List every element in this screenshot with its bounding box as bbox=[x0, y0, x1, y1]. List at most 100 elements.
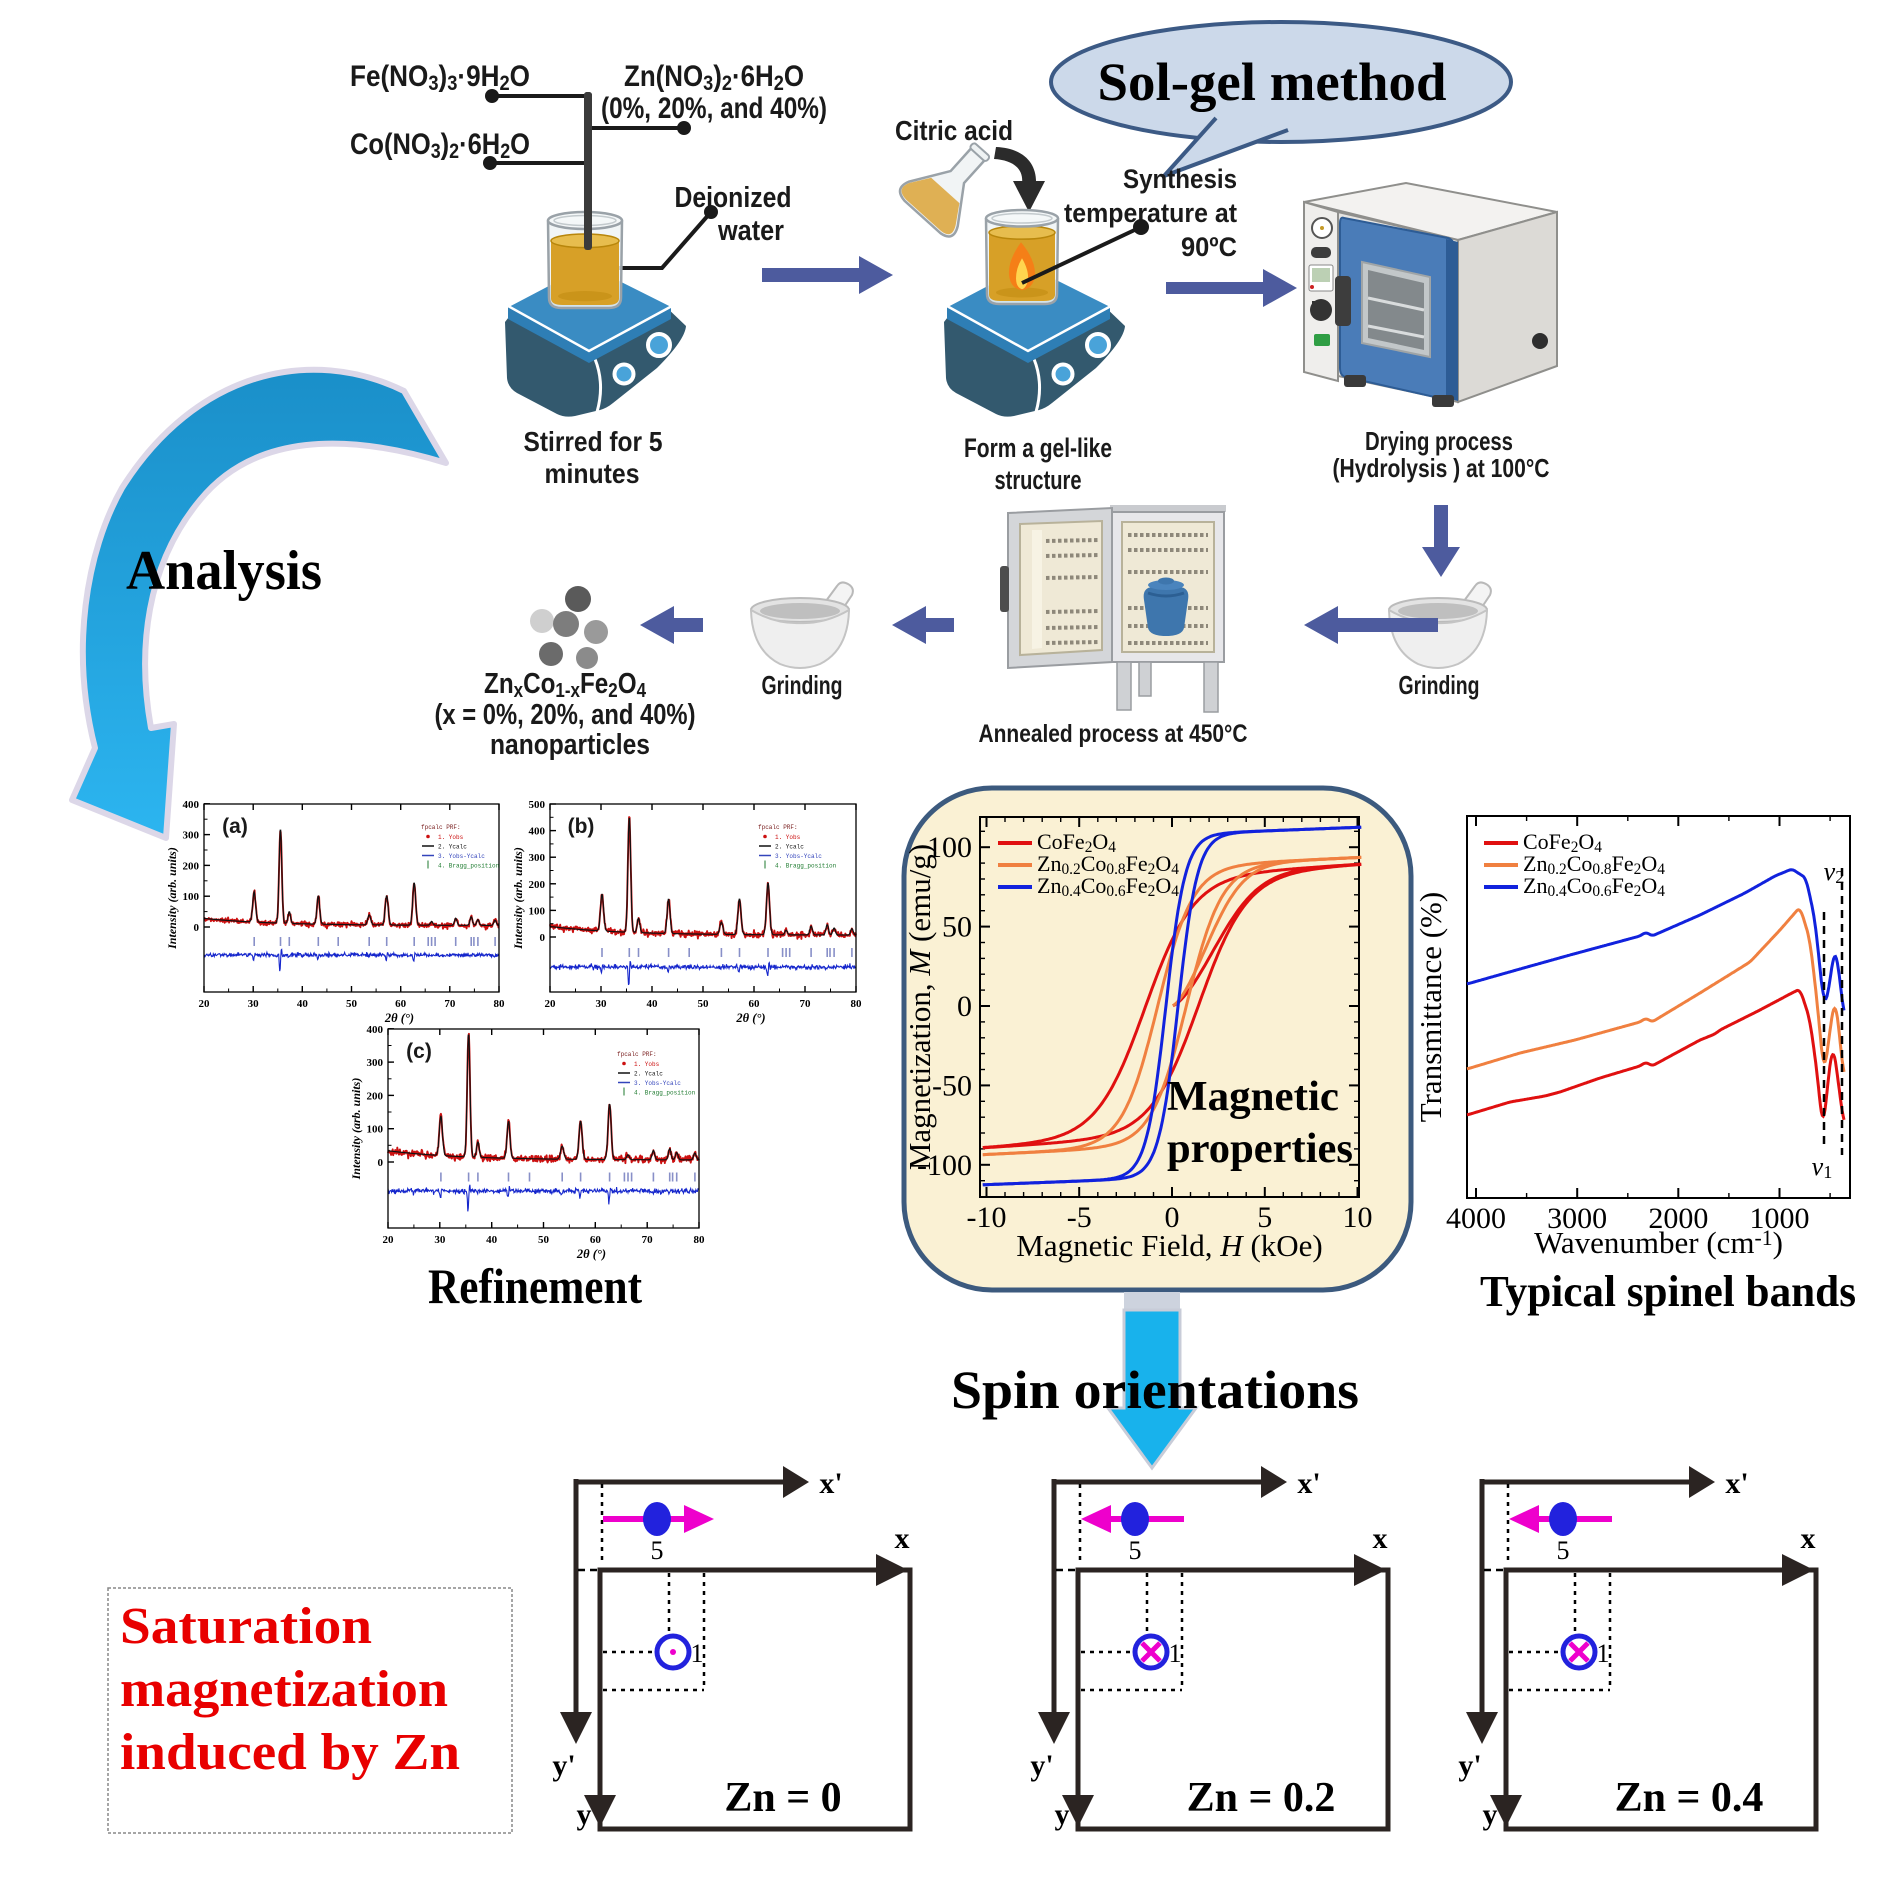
svg-text:60: 60 bbox=[395, 998, 407, 1010]
svg-text:0: 0 bbox=[378, 1157, 384, 1169]
svg-text:Annealed process at 450°C: Annealed process at 450°C bbox=[979, 720, 1248, 748]
svg-text:20: 20 bbox=[545, 998, 557, 1010]
svg-text:2. Ycalc: 2. Ycalc bbox=[438, 844, 467, 851]
svg-text:Intensity (arb. units): Intensity (arb. units) bbox=[511, 847, 525, 950]
svg-text:1: 1 bbox=[691, 1639, 704, 1668]
svg-text:2θ (°): 2θ (°) bbox=[735, 1011, 765, 1025]
svg-text:Co(NO3)2·6H2O: Co(NO3)2·6H2O bbox=[350, 128, 530, 163]
svg-text:Zn0.4Co0.6Fe2O4: Zn0.4Co0.6Fe2O4 bbox=[1037, 873, 1179, 900]
svg-text:1. Yobs: 1. Yobs bbox=[775, 834, 801, 841]
svg-text:Saturation: Saturation bbox=[120, 1598, 372, 1655]
svg-text:(a): (a) bbox=[222, 815, 248, 838]
svg-text:magnetization: magnetization bbox=[120, 1661, 448, 1718]
svg-text:induced by Zn: induced by Zn bbox=[120, 1724, 460, 1781]
svg-text:y: y bbox=[577, 1798, 592, 1831]
svg-text:0: 0 bbox=[957, 990, 972, 1023]
svg-text:500: 500 bbox=[529, 799, 546, 811]
svg-text:(b): (b) bbox=[568, 815, 595, 838]
svg-text:temperature at: temperature at bbox=[1064, 198, 1237, 228]
svg-text:1: 1 bbox=[1169, 1639, 1182, 1668]
svg-text:40: 40 bbox=[297, 998, 309, 1010]
svg-text:Deionized: Deionized bbox=[675, 182, 792, 214]
svg-text:Citric acid: Citric acid bbox=[895, 115, 1013, 146]
svg-text:2θ (°): 2θ (°) bbox=[576, 1247, 606, 1261]
svg-text:200: 200 bbox=[529, 879, 546, 891]
svg-text:10: 10 bbox=[1343, 1201, 1373, 1234]
svg-text:properties: properties bbox=[1167, 1126, 1353, 1172]
svg-text:y: y bbox=[1055, 1798, 1070, 1831]
svg-text:Sol-gel method: Sol-gel method bbox=[1098, 52, 1447, 112]
svg-text:nanoparticles: nanoparticles bbox=[490, 729, 650, 761]
svg-text:fpcalc PRF:: fpcalc PRF: bbox=[617, 1051, 657, 1058]
svg-text:Zn = 0.2: Zn = 0.2 bbox=[1187, 1775, 1336, 1821]
svg-text:x: x bbox=[895, 1522, 910, 1555]
svg-text:4. Bragg_position: 4. Bragg_position bbox=[634, 1090, 696, 1097]
svg-text:y: y bbox=[1483, 1798, 1498, 1831]
svg-text:Wavenumber (cm-1): Wavenumber (cm-1) bbox=[1534, 1225, 1783, 1260]
svg-text:2. Ycalc: 2. Ycalc bbox=[775, 844, 804, 851]
svg-text:Zn0.4Co0.6Fe2O4: Zn0.4Co0.6Fe2O4 bbox=[1523, 873, 1665, 900]
svg-text:v2: v2 bbox=[1824, 857, 1845, 887]
svg-text:y': y' bbox=[552, 1749, 575, 1782]
svg-text:300: 300 bbox=[183, 830, 200, 842]
svg-text:Magnetic Field, H (kOe): Magnetic Field, H (kOe) bbox=[1016, 1228, 1322, 1263]
svg-text:Spin orientations: Spin orientations bbox=[951, 1360, 1359, 1420]
svg-text:100: 100 bbox=[367, 1124, 384, 1136]
svg-text:5: 5 bbox=[1557, 1536, 1570, 1565]
svg-text:Transmittance (%): Transmittance (%) bbox=[1413, 892, 1448, 1122]
svg-text:x: x bbox=[1801, 1522, 1816, 1555]
svg-text:50: 50 bbox=[346, 998, 358, 1010]
svg-text:20: 20 bbox=[199, 998, 211, 1010]
svg-text:Form a gel-like: Form a gel-like bbox=[964, 433, 1112, 463]
svg-text:Drying process: Drying process bbox=[1365, 426, 1513, 456]
svg-text:5: 5 bbox=[1129, 1536, 1142, 1565]
svg-text:Intensity (arb. units): Intensity (arb. units) bbox=[165, 847, 179, 950]
svg-text:1. Yobs: 1. Yobs bbox=[634, 1061, 660, 1068]
svg-text:-100: -100 bbox=[917, 1149, 972, 1182]
svg-text:30: 30 bbox=[596, 998, 608, 1010]
svg-text:90ºC: 90ºC bbox=[1181, 232, 1237, 262]
svg-text:400: 400 bbox=[367, 1024, 384, 1036]
svg-text:0: 0 bbox=[1165, 1201, 1180, 1234]
svg-text:-5: -5 bbox=[1067, 1201, 1092, 1234]
svg-text:3. Yobs-Ycalc: 3. Yobs-Ycalc bbox=[634, 1080, 681, 1087]
svg-text:40: 40 bbox=[647, 998, 659, 1010]
svg-text:-50: -50 bbox=[932, 1069, 972, 1102]
svg-text:30: 30 bbox=[248, 998, 260, 1010]
svg-text:Synthesis: Synthesis bbox=[1123, 164, 1237, 194]
svg-text:x': x' bbox=[1297, 1467, 1320, 1500]
svg-text:water: water bbox=[717, 215, 784, 247]
svg-text:100: 100 bbox=[529, 905, 546, 917]
svg-text:50: 50 bbox=[942, 911, 972, 944]
svg-text:50: 50 bbox=[698, 998, 710, 1010]
svg-text:Typical spinel bands: Typical spinel bands bbox=[1480, 1267, 1856, 1316]
svg-text:v1: v1 bbox=[1812, 1152, 1833, 1182]
svg-text:Analysis: Analysis bbox=[126, 540, 322, 602]
svg-text:x: x bbox=[1373, 1522, 1388, 1555]
svg-text:-10: -10 bbox=[967, 1201, 1007, 1234]
svg-text:70: 70 bbox=[642, 1234, 654, 1246]
svg-text:Zn = 0: Zn = 0 bbox=[724, 1775, 841, 1821]
svg-text:0: 0 bbox=[540, 932, 546, 944]
svg-text:Zn = 0.4: Zn = 0.4 bbox=[1615, 1775, 1764, 1821]
svg-text:structure: structure bbox=[995, 465, 1082, 495]
svg-text:100: 100 bbox=[927, 831, 972, 864]
svg-text:60: 60 bbox=[590, 1234, 602, 1246]
svg-text:Refinement: Refinement bbox=[428, 1258, 642, 1314]
svg-text:fpcalc PRF:: fpcalc PRF: bbox=[758, 824, 798, 831]
svg-text:300: 300 bbox=[367, 1057, 384, 1069]
svg-text:Grinding: Grinding bbox=[762, 670, 843, 700]
svg-text:2. Ycalc: 2. Ycalc bbox=[634, 1071, 663, 1078]
svg-text:30: 30 bbox=[434, 1234, 446, 1246]
svg-text:200: 200 bbox=[183, 860, 200, 872]
svg-text:3. Yobs-Ycalc: 3. Yobs-Ycalc bbox=[775, 853, 822, 860]
svg-text:70: 70 bbox=[444, 998, 456, 1010]
svg-text:4000: 4000 bbox=[1446, 1202, 1506, 1235]
svg-text:80: 80 bbox=[851, 998, 863, 1010]
svg-text:400: 400 bbox=[183, 799, 200, 811]
svg-text:100: 100 bbox=[183, 891, 200, 903]
svg-text:70: 70 bbox=[800, 998, 812, 1010]
svg-text:(Hydrolysis ) at 100°C: (Hydrolysis ) at 100°C bbox=[1333, 453, 1550, 483]
svg-text:1. Yobs: 1. Yobs bbox=[438, 834, 464, 841]
svg-text:Stirred for 5: Stirred for 5 bbox=[524, 426, 663, 457]
